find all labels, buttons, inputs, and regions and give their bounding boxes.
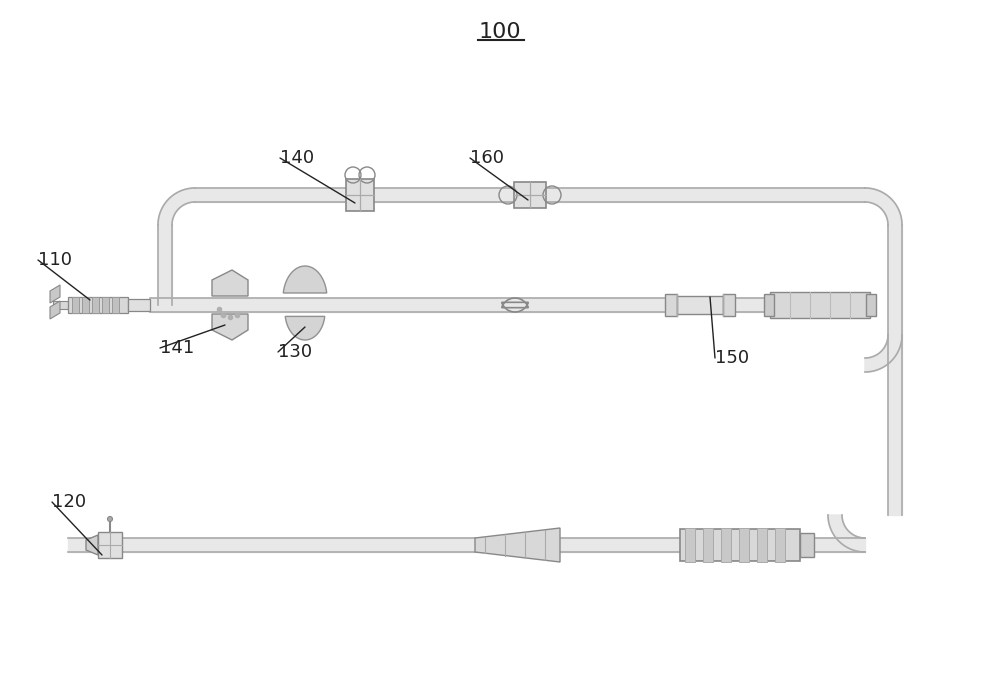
Bar: [757, 528, 767, 562]
Text: 100: 100: [479, 22, 521, 42]
Polygon shape: [475, 528, 560, 562]
Bar: [680, 529, 800, 561]
Bar: [677, 296, 723, 314]
Polygon shape: [283, 266, 327, 293]
Polygon shape: [86, 535, 98, 555]
Polygon shape: [50, 285, 60, 303]
Bar: [764, 294, 774, 316]
Polygon shape: [285, 316, 325, 340]
Text: 110: 110: [38, 251, 72, 269]
Polygon shape: [865, 335, 902, 372]
Bar: [72, 297, 79, 313]
Bar: [128, 299, 150, 311]
Text: 140: 140: [280, 149, 314, 167]
Bar: [775, 528, 785, 562]
Bar: [739, 528, 749, 562]
Polygon shape: [212, 314, 248, 340]
Bar: [112, 297, 119, 313]
Bar: [346, 179, 374, 211]
Bar: [53, 301, 68, 309]
Bar: [82, 297, 89, 313]
Bar: [800, 533, 814, 557]
Polygon shape: [158, 188, 195, 225]
Bar: [98, 532, 122, 558]
Bar: [866, 294, 876, 316]
Text: 120: 120: [52, 493, 86, 511]
Circle shape: [108, 516, 112, 522]
Bar: [102, 297, 109, 313]
Text: 160: 160: [470, 149, 504, 167]
Bar: [68, 297, 128, 313]
Bar: [685, 528, 695, 562]
Text: 141: 141: [160, 339, 194, 357]
Bar: [703, 528, 713, 562]
Bar: [665, 294, 677, 316]
Polygon shape: [50, 301, 60, 319]
Polygon shape: [828, 515, 865, 552]
Text: 130: 130: [278, 343, 312, 361]
Polygon shape: [212, 270, 248, 296]
Bar: [514, 182, 546, 208]
Bar: [721, 528, 731, 562]
Text: 150: 150: [715, 349, 749, 367]
Bar: [723, 294, 735, 316]
Bar: [92, 297, 99, 313]
Bar: [770, 292, 870, 318]
Polygon shape: [865, 188, 902, 225]
